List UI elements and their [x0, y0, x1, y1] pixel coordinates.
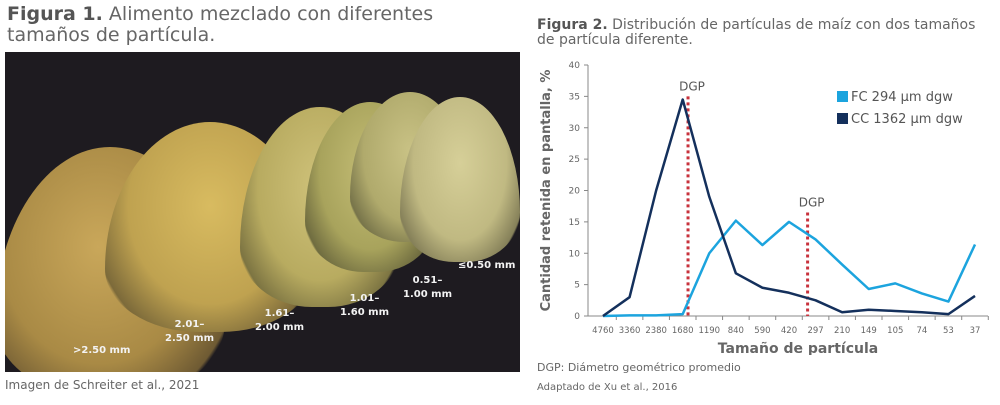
- series-line-cc: [602, 98, 976, 318]
- figure-1-title-text: Alimento mezclado con diferentes tamaños…: [7, 3, 434, 46]
- y-tick-label: 25: [569, 155, 580, 165]
- y-tick-label: 10: [569, 249, 581, 259]
- figure-1-caption: Imagen de Schreiter et al., 2021: [5, 378, 200, 392]
- x-tick-label: 840: [728, 326, 744, 336]
- x-tick-label: 590: [754, 326, 770, 336]
- photo-label-le-0-50: ≤0.50 mm: [458, 260, 516, 271]
- dgp-label: DGP: [679, 79, 705, 93]
- x-tick-label: 297: [807, 326, 823, 336]
- series-line-fc: [602, 219, 977, 318]
- photo-label-gt-2-50: >2.50 mm: [73, 345, 131, 356]
- x-tick-label: 4760: [592, 326, 614, 336]
- legend-swatch: [837, 91, 848, 102]
- y-axis-label: Cantidad retenida en pantalla, %: [539, 70, 554, 312]
- figure-2-source: Adaptado de Xu et al., 2016: [537, 382, 678, 393]
- y-tick-label: 15: [569, 218, 580, 228]
- y-tick-label: 5: [574, 281, 580, 291]
- x-tick-label: 105: [887, 326, 903, 336]
- legend-label: CC 1362 µm dgw: [851, 112, 963, 127]
- x-tick-label: 2380: [645, 326, 667, 336]
- figure-2-title: Figura 2. Distribución de partículas de …: [537, 17, 997, 49]
- particle-distribution-chart: 0 5 10 15 20 25 30 35 40 4760 3360 2380 1680 1190 840 5…: [539, 61, 989, 355]
- y-tick-label: 20: [569, 187, 581, 197]
- y-tick-label: 0: [574, 312, 580, 322]
- x-tick-label: 1190: [698, 326, 720, 336]
- x-tick-label: 37: [970, 326, 981, 336]
- figure-2-footnote: DGP: Diámetro geométrico promedio: [537, 361, 741, 374]
- x-tick-label: 210: [834, 326, 850, 336]
- legend-label: FC 294 µm dgw: [851, 90, 953, 105]
- x-tick-label: 74: [916, 326, 927, 336]
- x-tick-label: 149: [861, 326, 877, 336]
- figure-1-label: Figura 1.: [7, 3, 103, 25]
- photo-label-1-61-2-00: 1.61– 2.00 mm: [255, 308, 304, 333]
- feed-particle-photo: >2.50 mm 2.01– 2.50 mm 1.61– 2.00 mm 1.0…: [5, 52, 520, 372]
- photo-label-2-01-2-50: 2.01– 2.50 mm: [165, 319, 214, 344]
- y-tick-label: 30: [569, 124, 581, 134]
- photo-label-1-01-1-60: 1.01– 1.60 mm: [340, 293, 389, 318]
- figure-1-title: Figura 1. Alimento mezclado con diferent…: [7, 4, 507, 45]
- legend-swatch: [837, 113, 848, 124]
- x-tick-label: 420: [781, 326, 797, 336]
- figure-2-label: Figura 2.: [537, 17, 608, 33]
- figure-2-title-text: Distribución de partículas de maíz con d…: [537, 17, 976, 49]
- x-tick-label: 3360: [619, 326, 641, 336]
- photo-label-0-51-1-00: 0.51– 1.00 mm: [403, 275, 452, 300]
- x-tick-label: 53: [943, 326, 954, 336]
- x-tick-label: 1680: [672, 326, 694, 336]
- x-axis-label: Tamaño de partícula: [718, 341, 878, 355]
- y-tick-label: 40: [569, 61, 581, 71]
- dgp-label: DGP: [799, 195, 825, 209]
- y-tick-label: 35: [569, 92, 580, 102]
